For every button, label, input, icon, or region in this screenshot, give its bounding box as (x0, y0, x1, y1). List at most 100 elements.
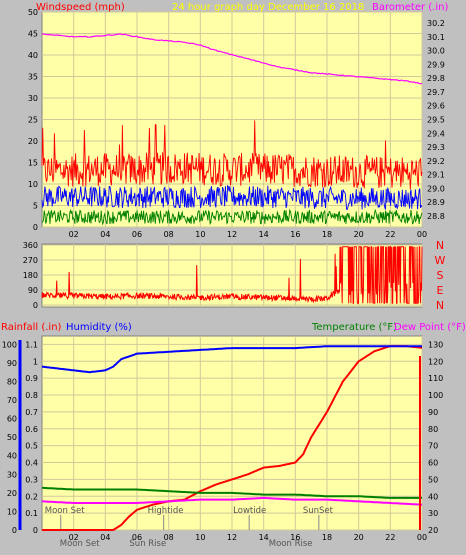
humidity-tick: 20 (7, 489, 17, 498)
rain-tick: 0.7 (25, 408, 38, 417)
barometer-tick: 28.8 (427, 212, 445, 221)
rain-x-tick: 08 (164, 533, 174, 542)
compass-label: N (436, 299, 444, 312)
windspeed-label: Windspeed (mph) (36, 2, 125, 13)
wind-x-tick: 22 (385, 230, 395, 239)
wind-min-series (41, 208, 423, 226)
dewpoint-label: Dew Point (°F) (394, 322, 466, 333)
rain-tick: 0.4 (25, 459, 38, 468)
rain-x-tick: 02 (69, 533, 79, 542)
humidity-tick: 0 (12, 526, 17, 535)
barometer-tick: 29.3 (427, 143, 445, 152)
wind-x-tick: 06 (132, 230, 142, 239)
wind-gust-series (41, 120, 423, 190)
temperature-series (41, 486, 422, 499)
astronomy-label: Lowtide (233, 506, 266, 516)
temperature-tick: 90 (428, 408, 438, 417)
compass-label: S (437, 269, 444, 282)
humidity-tick: 80 (7, 377, 17, 386)
windspeed-tick: 20 (28, 137, 38, 146)
barometer-tick: 29.0 (427, 184, 445, 193)
humidity-tick: 70 (7, 396, 17, 405)
rain-x-tick: 18 (322, 533, 332, 542)
rain-x-axis: 02 04 06 08 10 12 14 16 18 20 22 00 (69, 533, 428, 542)
windspeed-tick: 40 (28, 51, 38, 60)
rain-tick: 0.6 (25, 425, 38, 434)
barometer-tick: 30.1 (427, 33, 445, 42)
temperature-tick: 120 (428, 357, 443, 366)
dewpoint-series (41, 496, 423, 506)
wind-x-tick: 10 (195, 230, 205, 239)
rain-x-tick: 00 (417, 533, 427, 542)
wind-x-tick: 02 (69, 230, 79, 239)
temperature-tick: 70 (428, 442, 438, 451)
astronomy-label: Moon Rise (269, 539, 313, 549)
wind-x-axis: 02 04 06 08 10 12 14 16 18 20 22 00 (69, 230, 428, 239)
windspeed-tick: 5 (33, 202, 38, 211)
wind-x-tick: 16 (290, 230, 300, 239)
direction-tick: 360 (23, 241, 38, 250)
humidity-axis: 0 10 20 30 40 50 60 70 80 90 100 (2, 340, 22, 535)
barometer-tick: 29.8 (427, 74, 445, 83)
rain-x-tick: 10 (195, 533, 205, 542)
astronomy-label: Moon Set (45, 506, 85, 516)
temperature-tick: 30 (428, 509, 438, 518)
rain-x-tick: 14 (259, 533, 269, 542)
direction-tick: 180 (23, 271, 38, 280)
rain-tick: 0.2 (25, 492, 38, 501)
rain-tick: 0 (33, 526, 38, 535)
rainfall-label: Rainfall (.in) (1, 322, 62, 333)
wind-x-tick: 18 (322, 230, 332, 239)
windspeed-tick: 30 (28, 94, 38, 103)
rainfall-series (42, 345, 423, 531)
windspeed-tick: 25 (28, 116, 38, 125)
humidity-tick: 10 (7, 507, 17, 516)
barometer-label: Barometer (.in) (372, 2, 448, 13)
direction-tick: 270 (23, 256, 38, 265)
wind-x-tick: 20 (354, 230, 364, 239)
astronomy-label: SunSet (303, 506, 334, 516)
rain-tick: 0.3 (25, 475, 38, 484)
humidity-tick: 60 (7, 415, 17, 424)
astronomy-markers (60, 515, 320, 530)
windspeed-tick: 15 (28, 159, 38, 168)
rain-tick: 1 (33, 357, 38, 366)
wind-x-tick: 12 (227, 230, 237, 239)
wind-x-tick: 08 (164, 230, 174, 239)
temperature-tick: 50 (428, 475, 438, 484)
windspeed-tick: 35 (28, 73, 38, 82)
humidity-tick: 40 (7, 452, 17, 461)
wind-x-tick: 04 (100, 230, 110, 239)
temperature-tick: 110 (428, 374, 443, 383)
barometer-tick: 30.0 (427, 47, 445, 56)
temperature-tick: 60 (428, 459, 438, 468)
barometer-tick: 29.9 (427, 60, 445, 69)
chart-title: 24 hour graph day December 16 2018 (172, 2, 364, 13)
barometer-tick: 29.7 (427, 88, 445, 97)
temperature-label: Temperature (°F) (311, 322, 397, 333)
wind-x-tick: 00 (417, 230, 427, 239)
astronomy-label: Hightide (148, 506, 184, 516)
temperature-tick: 130 (428, 340, 443, 349)
rain-x-tick: 22 (385, 533, 395, 542)
barometer-axis: 28.8 28.9 29.0 29.1 29.2 29.3 29.4 29.5 29.6 29.7… (427, 19, 445, 221)
wind-direction-series (41, 246, 423, 304)
direction-series (41, 246, 423, 304)
humidity-tick: 30 (7, 470, 17, 479)
astronomy-label: Sun Rise (129, 539, 166, 549)
compass-label: N (436, 239, 444, 252)
barometer-tick: 29.6 (427, 102, 445, 111)
rain-tick: 1.1 (25, 340, 38, 349)
windspeed-tick: 45 (28, 30, 38, 39)
humidity-tick: 90 (7, 359, 17, 368)
rain-x-tick: 04 (100, 533, 110, 542)
humidity-label: Humidity (%) (66, 322, 132, 333)
windspeed-tick: 50 (28, 8, 38, 17)
wind-x-tick: 14 (259, 230, 269, 239)
rain-x-tick: 16 (290, 533, 300, 542)
windspeed-tick: 10 (28, 180, 38, 189)
barometer-tick: 29.4 (427, 129, 445, 138)
temperature-axis: 20 30 40 50 60 70 80 90 100 110 120 130 (419, 340, 443, 535)
astronomy-label: Moon Set (60, 539, 100, 549)
